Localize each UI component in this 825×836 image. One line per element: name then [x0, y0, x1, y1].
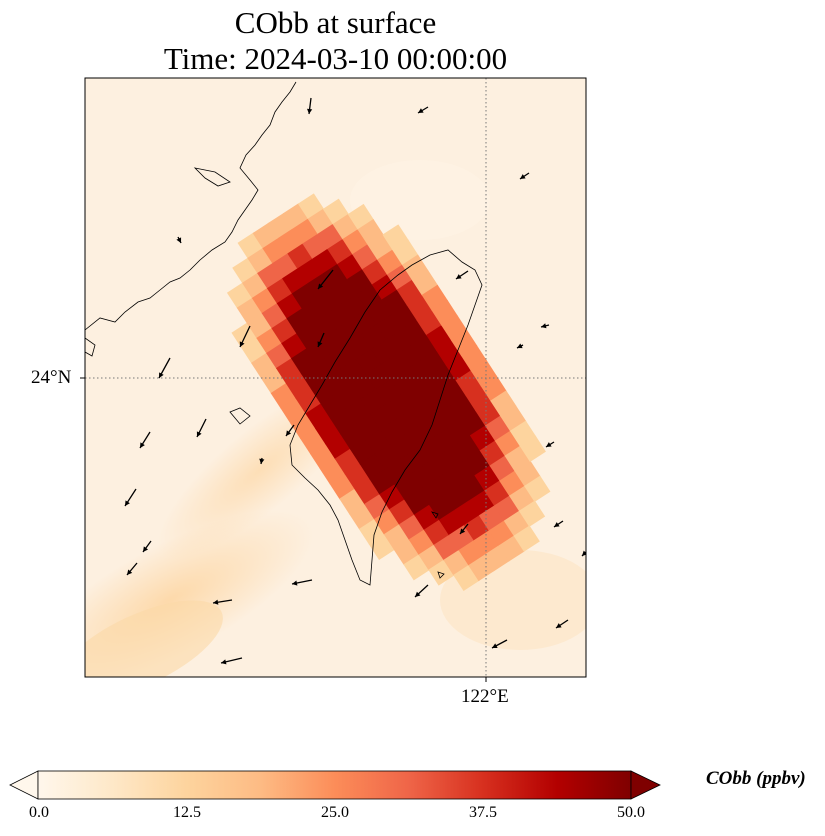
wind-vector-head	[127, 569, 133, 575]
wind-vector-head	[307, 108, 313, 114]
wind-vector-head	[456, 274, 462, 279]
colorbar-tick-label: 25.0	[321, 804, 349, 821]
map-area	[85, 78, 586, 677]
wind-vector-head	[317, 341, 323, 347]
latitude-label: 24°N	[31, 367, 72, 388]
wind-vector-head	[140, 442, 145, 448]
gridlines	[85, 78, 586, 677]
wind-vector-head	[415, 591, 421, 597]
colorbar-bar	[37, 770, 632, 800]
wind-vector-head	[221, 659, 227, 665]
wind-vector-head	[556, 623, 562, 628]
colorbar-tick-label: 50.0	[617, 804, 645, 821]
wind-vector-head	[159, 372, 164, 378]
wind-vector-head	[239, 341, 245, 347]
wind-vector-head	[292, 580, 298, 586]
wind-vector-head	[517, 343, 523, 349]
wind-vector-head	[520, 174, 526, 179]
colorbar-extend-min	[9, 770, 39, 800]
wind-vector-head	[143, 546, 149, 552]
wind-vector-head	[213, 599, 219, 605]
concentration-grid	[226, 193, 551, 591]
wind-vector-head	[554, 522, 560, 527]
longitude-label: 122°E	[461, 686, 509, 707]
colorbar-extend-max	[630, 770, 661, 800]
colorbar	[9, 770, 661, 800]
china-coastline	[85, 81, 297, 331]
wind-vector-head	[541, 323, 547, 329]
colorbar-tick-label: 37.5	[469, 804, 497, 821]
wind-vector-head	[582, 550, 586, 556]
wind-vector-head	[492, 643, 498, 648]
concentration-cell	[518, 500, 546, 527]
wind-vector-head	[546, 442, 552, 447]
map-title-line-1: CObb at surface	[234, 5, 437, 40]
colorbar-label: CObb (ppbv)	[706, 768, 806, 789]
wind-vector-head	[460, 528, 466, 534]
wind-vector-head	[125, 500, 130, 506]
wind-vector-head	[286, 430, 292, 436]
colorbar-tick-label: 12.5	[173, 804, 201, 821]
map-title-line-2: Time: 2024-03-10 00:00:00	[163, 41, 508, 76]
wind-vector-head	[259, 458, 265, 464]
china-coastline-islands	[85, 167, 445, 579]
colorbar-tick-label: 0.0	[29, 804, 49, 821]
concentration-cell	[513, 525, 540, 552]
wind-vector-head	[196, 431, 202, 437]
wind-vector-head	[418, 108, 424, 113]
wind-vector-head	[318, 283, 324, 289]
wind-vectors	[124, 97, 586, 665]
coastline	[85, 81, 483, 586]
concentration-cell	[524, 475, 551, 502]
wind-vector-head	[176, 237, 182, 243]
taiwan-coastline	[289, 249, 483, 586]
concentration-cell	[519, 435, 546, 462]
